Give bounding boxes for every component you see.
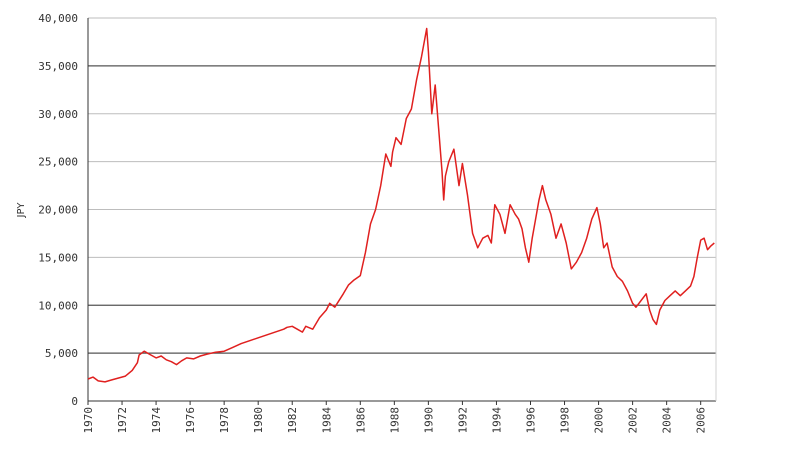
x-tick-label: 2002 [627, 407, 640, 434]
x-tick-label: 1998 [559, 407, 572, 434]
y-tick-label: 40,000 [38, 12, 78, 25]
x-tick-label: 1982 [286, 407, 299, 434]
x-tick-label: 2000 [593, 407, 606, 434]
y-tick-label: 30,000 [38, 108, 78, 121]
y-tick-label: 20,000 [38, 204, 78, 217]
y-tick-label: 25,000 [38, 156, 78, 169]
x-tick-label: 1974 [150, 407, 163, 434]
x-tick-label: 2006 [695, 407, 708, 434]
x-tick-label: 1978 [218, 407, 231, 434]
x-tick-label: 1992 [456, 407, 469, 434]
y-tick-label: 15,000 [38, 251, 78, 264]
y-tick-label: 5,000 [45, 347, 78, 360]
series-layer [87, 27, 715, 383]
y-axis-label: JPY [16, 202, 27, 219]
x-tick-label: 1994 [490, 407, 503, 434]
x-tick-label: 1980 [252, 407, 265, 434]
x-tick-label: 1976 [184, 407, 197, 434]
x-tick-label: 1988 [388, 407, 401, 434]
x-tick-label: 2004 [661, 407, 674, 434]
x-tick-label: 1990 [422, 407, 435, 434]
x-tick-label: 1984 [320, 407, 333, 434]
x-tick-label: 1996 [524, 407, 537, 434]
y-tick-label: 35,000 [38, 60, 78, 73]
axes [87, 18, 717, 405]
x-tick-label: 1970 [82, 407, 95, 434]
series-line [87, 27, 715, 383]
y-tick-labels: 0 5,000 10,000 15,000 20,000 25,000 30,000 35,0… [38, 12, 78, 408]
x-tick-label: 1972 [116, 407, 129, 434]
y-tick-label: 10,000 [38, 299, 78, 312]
x-tick-labels: 1970 1972 1974 1976 1978 1980 1982 1984 1986 1988… [82, 407, 708, 434]
gridlines [88, 17, 716, 354]
x-tick-label: 1986 [354, 407, 367, 434]
y-tick-label: 0 [71, 395, 78, 408]
